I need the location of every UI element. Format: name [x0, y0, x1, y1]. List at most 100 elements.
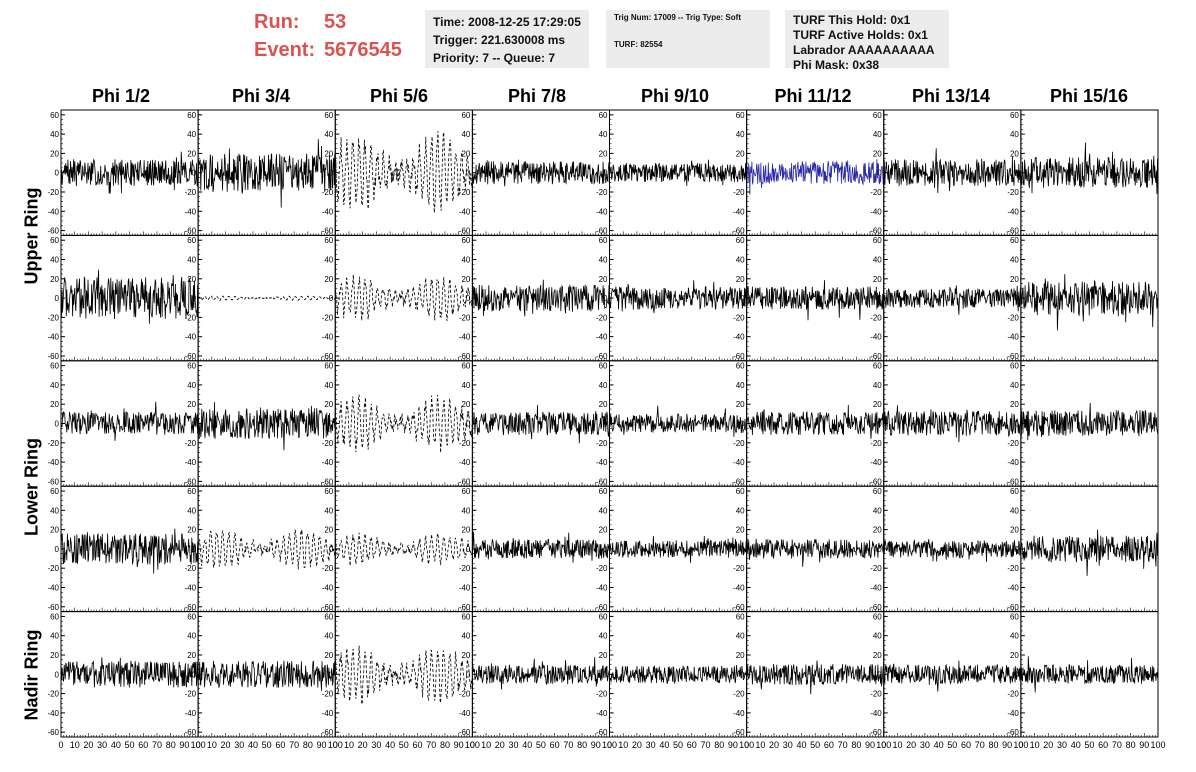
y-tick-label: 40	[873, 256, 882, 265]
y-tick-label: -60	[47, 352, 59, 361]
y-tick-label: 40	[873, 506, 882, 515]
x-tick-label: 30	[1057, 740, 1067, 750]
y-tick-label: 0	[1014, 545, 1019, 554]
y-tick-label: -20	[1007, 188, 1019, 197]
y-tick-label: 40	[461, 506, 470, 515]
x-tick-label: 90	[591, 740, 601, 750]
y-tick-label: -60	[47, 227, 59, 236]
y-tick-label: 20	[187, 526, 196, 535]
y-tick-label: -20	[459, 439, 471, 448]
waveform-trace	[197, 660, 336, 691]
y-tick-label: 60	[1010, 111, 1019, 120]
x-tick-label: 10	[207, 740, 217, 750]
waveform-trace	[472, 404, 610, 444]
y-tick-label: -60	[47, 603, 59, 612]
x-tick-label: 80	[988, 740, 998, 750]
y-tick-label: -60	[322, 227, 334, 236]
x-tick-label: 60	[961, 740, 971, 750]
x-tick-label: 10	[1030, 740, 1040, 750]
panel-frame	[334, 234, 473, 362]
y-tick-label: -60	[733, 352, 745, 361]
y-tick-label: 0	[55, 169, 60, 178]
y-tick-label: 40	[873, 381, 882, 390]
x-tick-label: 20	[358, 740, 368, 750]
y-tick-label: 60	[873, 236, 882, 245]
y-tick-label: 60	[324, 487, 333, 496]
y-tick-label: 60	[461, 111, 470, 120]
y-tick-label: -60	[1007, 728, 1019, 737]
y-tick-label: 40	[50, 632, 59, 641]
y-tick-label: -60	[733, 728, 745, 737]
y-tick-label: 40	[187, 506, 196, 515]
y-tick-label: 40	[599, 506, 608, 515]
y-tick-label: 20	[50, 526, 59, 535]
y-tick-label: 40	[461, 130, 470, 139]
y-tick-label: -60	[185, 477, 197, 486]
y-tick-label: -40	[47, 583, 59, 592]
y-tick-label: -20	[1007, 439, 1019, 448]
trig-info-box: Trig Num: 17009 -- Trig Type: Soft TURF:…	[606, 10, 770, 68]
waveform-trace	[472, 657, 610, 690]
y-tick-label: 0	[192, 420, 197, 429]
y-tick-label: -20	[733, 313, 745, 322]
y-tick-label: -20	[47, 313, 59, 322]
y-tick-label: -20	[596, 564, 608, 573]
waveform-trace	[609, 405, 747, 438]
x-tick-label: 20	[1043, 740, 1053, 750]
y-tick-label: 60	[736, 362, 745, 371]
y-tick-label: -60	[459, 477, 471, 486]
y-tick-label: -60	[459, 352, 471, 361]
y-tick-label: -40	[596, 709, 608, 718]
x-tick-label: 60	[413, 740, 423, 750]
x-tick-label: 30	[371, 740, 381, 750]
y-tick-label: -40	[733, 583, 745, 592]
panel-frame	[334, 109, 473, 236]
waveform-trace	[472, 279, 610, 317]
waveform-trace	[334, 130, 473, 213]
y-tick-label: -60	[1007, 227, 1019, 236]
y-tick-label: -60	[733, 477, 745, 486]
x-tick-label: 10	[344, 740, 354, 750]
waveform-trace	[334, 394, 473, 453]
waveform-trace	[883, 660, 1022, 692]
run-value: 53	[324, 11, 347, 33]
y-tick-label: 60	[599, 612, 608, 621]
y-tick-label: -60	[322, 352, 334, 361]
phi-mask-text: Phi Mask: 0x38	[793, 58, 880, 72]
y-tick-label: 40	[187, 632, 196, 641]
y-tick-label: 20	[324, 526, 333, 535]
y-tick-label: 20	[187, 400, 196, 409]
y-tick-label: 20	[461, 275, 470, 284]
x-tick-label: 0	[470, 740, 475, 750]
x-tick-label: 100	[328, 740, 343, 750]
y-tick-label: 0	[603, 545, 608, 554]
waveform-trace	[746, 159, 885, 195]
y-tick-label: -20	[870, 564, 882, 573]
y-tick-label: 0	[877, 545, 882, 554]
x-tick-label: 30	[97, 740, 107, 750]
y-tick-label: 40	[461, 632, 470, 641]
x-tick-label: 40	[385, 740, 395, 750]
x-tick-label: 60	[275, 740, 285, 750]
y-tick-label: 40	[599, 130, 608, 139]
y-tick-label: -20	[870, 313, 882, 322]
y-tick-label: 40	[461, 381, 470, 390]
waveform-trace	[1020, 402, 1159, 441]
y-tick-label: 20	[873, 526, 882, 535]
y-tick-label: 40	[1010, 506, 1019, 515]
y-tick-label: -40	[1007, 333, 1019, 342]
y-tick-label: 20	[599, 651, 608, 660]
y-tick-label: 20	[461, 651, 470, 660]
y-tick-label: 0	[603, 294, 608, 303]
y-tick-label: 0	[192, 545, 197, 554]
y-tick-label: -60	[185, 352, 197, 361]
y-tick-label: 20	[1010, 149, 1019, 158]
y-tick-label: 20	[324, 651, 333, 660]
y-tick-label: 20	[187, 149, 196, 158]
panel-frame	[334, 611, 473, 738]
y-tick-label: 60	[324, 111, 333, 120]
x-tick-label: 100	[602, 740, 617, 750]
y-tick-label: 0	[329, 294, 334, 303]
waveform-trace	[60, 269, 199, 324]
y-tick-label: 20	[1010, 651, 1019, 660]
